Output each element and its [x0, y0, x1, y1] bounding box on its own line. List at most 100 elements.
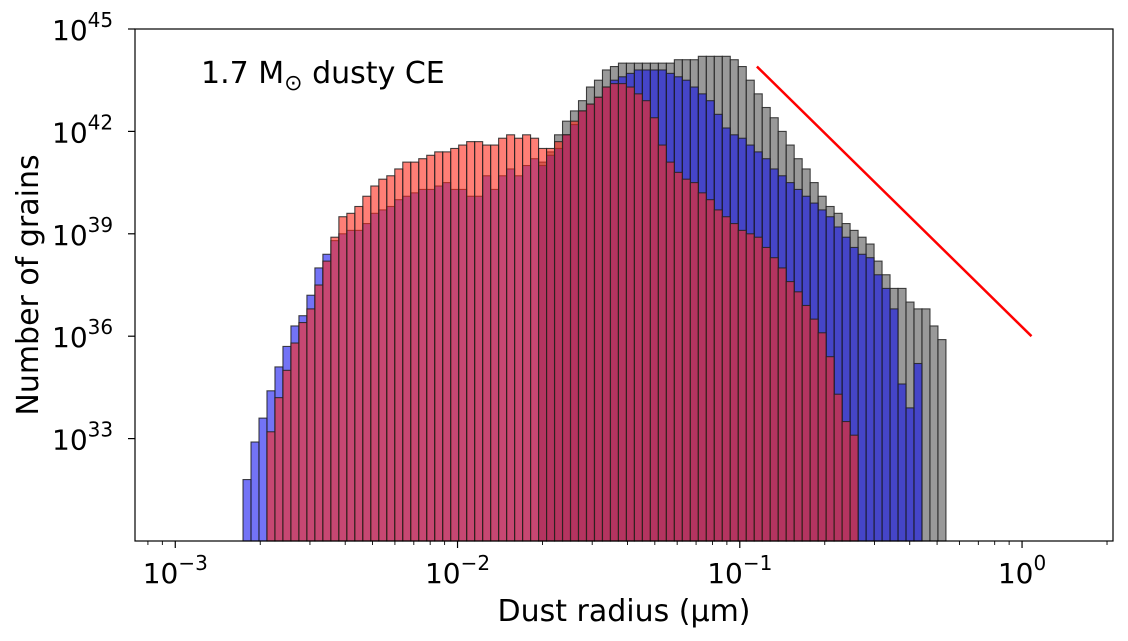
bar-series-3-bin-6 — [290, 342, 300, 542]
x-tick-label: 10−2 — [425, 551, 490, 590]
bar-series-3-bin-71 — [809, 318, 819, 542]
y-tick-label: 1042 — [52, 110, 113, 149]
bar-series-3-bin-68 — [785, 281, 795, 542]
bar-series-3-bin-23 — [426, 154, 436, 542]
bar-series-3-bin-59 — [713, 209, 723, 542]
bar-series-3-bin-3 — [266, 431, 276, 542]
bar-series-3-bin-28 — [466, 141, 476, 542]
bar-series-3-bin-21 — [410, 161, 420, 542]
bar-series-3-bin-73 — [825, 356, 835, 542]
bar-series-3-bin-75 — [841, 420, 851, 542]
bar-series-3-bin-13 — [346, 212, 356, 542]
bars-layer — [242, 55, 947, 542]
labels-layer: 10−3 10−2 10−1 100 1033 1036 1039 1042 1045 Dust … — [11, 8, 1046, 629]
bar-series-3-bin-35 — [522, 134, 532, 542]
bar-series-3-bin-11 — [330, 236, 340, 542]
bar-series-1-bin-87 — [937, 339, 947, 542]
bar-series-3-bin-60 — [721, 216, 731, 542]
x-tick-label: 10−1 — [707, 551, 772, 590]
bar-series-3-bin-34 — [514, 137, 524, 542]
bar-series-3-bin-39 — [553, 141, 564, 542]
bar-series-3-bin-26 — [450, 147, 460, 542]
bar-series-3-bin-62 — [737, 229, 747, 542]
bar-series-3-bin-55 — [681, 178, 691, 542]
bar-series-3-bin-50 — [641, 100, 651, 542]
bar-series-3-bin-42 — [577, 110, 588, 542]
bar-series-3-bin-53 — [665, 161, 675, 542]
bar-series-3-bin-58 — [705, 199, 715, 542]
bar-series-3-bin-51 — [649, 117, 659, 542]
bar-series-3-bin-37 — [538, 147, 548, 542]
bar-series-2-bin-84 — [913, 362, 923, 542]
bar-series-3-bin-47 — [617, 83, 627, 542]
bar-series-3-bin-30 — [482, 144, 492, 542]
bar-series-3-bin-44 — [593, 96, 604, 542]
bar-series-3-bin-33 — [506, 134, 516, 542]
bar-series-3-bin-9 — [314, 284, 324, 542]
bar-series-2-bin-1 — [250, 441, 260, 542]
bar-series-3-bin-7 — [298, 321, 308, 542]
bar-series-3-bin-72 — [817, 332, 827, 542]
y-tick-label: 1036 — [52, 315, 113, 354]
bar-series-3-bin-76 — [849, 434, 859, 542]
bar-series-2-bin-2 — [258, 417, 268, 542]
y-tick-label: 1033 — [52, 418, 113, 457]
bar-series-2-bin-78 — [865, 257, 875, 542]
fit-line — [756, 65, 1033, 338]
bar-series-3-bin-67 — [777, 267, 787, 542]
bar-series-3-bin-4 — [274, 397, 284, 542]
bar-series-3-bin-29 — [474, 141, 484, 542]
bar-series-3-bin-5 — [282, 369, 292, 542]
bar-series-1-bin-86 — [929, 325, 939, 542]
bar-series-3-bin-8 — [306, 308, 316, 542]
x-tick-label: 100 — [998, 551, 1046, 590]
bar-series-2-bin-77 — [857, 253, 867, 542]
bar-series-3-bin-19 — [394, 168, 404, 542]
bar-series-3-bin-17 — [378, 178, 388, 542]
bar-series-3-bin-22 — [418, 158, 428, 542]
bar-series-3-bin-48 — [625, 86, 635, 542]
bar-series-3-bin-65 — [761, 246, 771, 542]
bar-series-3-bin-25 — [442, 151, 452, 542]
bar-series-3-bin-40 — [561, 134, 572, 542]
bar-series-3-bin-46 — [609, 83, 619, 542]
bar-series-3-bin-66 — [769, 257, 779, 542]
y-tick-label: 1039 — [52, 213, 113, 252]
bar-series-3-bin-52 — [657, 144, 667, 542]
bar-series-2-bin-82 — [897, 383, 907, 542]
y-tick-label: 1045 — [52, 8, 113, 47]
bar-series-3-bin-27 — [458, 144, 468, 542]
bar-series-2-bin-80 — [881, 287, 891, 542]
bar-series-3-bin-74 — [833, 393, 843, 542]
bar-series-3-bin-56 — [689, 182, 699, 542]
bar-series-3-bin-54 — [673, 171, 683, 542]
x-axis-title: Dust radius (μm) — [497, 594, 750, 629]
bar-series-3-bin-70 — [801, 304, 811, 542]
fit-layer — [756, 65, 1033, 338]
bar-series-2-bin-81 — [889, 308, 899, 542]
bar-series-3-bin-64 — [753, 236, 763, 542]
bar-series-3-bin-32 — [498, 137, 508, 542]
bar-series-3-bin-24 — [434, 151, 444, 542]
bar-series-3-bin-15 — [362, 195, 372, 542]
bar-series-1-bin-85 — [921, 308, 931, 542]
bar-series-3-bin-36 — [530, 137, 540, 542]
bar-series-3-bin-45 — [601, 86, 612, 542]
bar-series-3-bin-14 — [354, 205, 364, 542]
bar-series-3-bin-63 — [745, 233, 755, 542]
bar-series-3-bin-57 — [697, 192, 707, 542]
bar-series-3-bin-18 — [386, 175, 396, 542]
bar-series-2-bin-83 — [905, 407, 915, 542]
bar-series-3-bin-49 — [633, 93, 643, 542]
axes-layer — [128, 28, 1114, 548]
bar-series-3-bin-69 — [793, 291, 803, 542]
bar-series-3-bin-20 — [402, 161, 412, 542]
bar-series-3-bin-16 — [370, 185, 380, 542]
plot-frame — [134, 28, 1114, 542]
bar-series-3-bin-31 — [490, 144, 500, 542]
bar-series-3-bin-41 — [569, 120, 580, 542]
y-axis-title: Number of grains — [11, 154, 46, 415]
bar-series-3-bin-12 — [338, 216, 348, 542]
bar-series-2-bin-79 — [873, 274, 883, 542]
